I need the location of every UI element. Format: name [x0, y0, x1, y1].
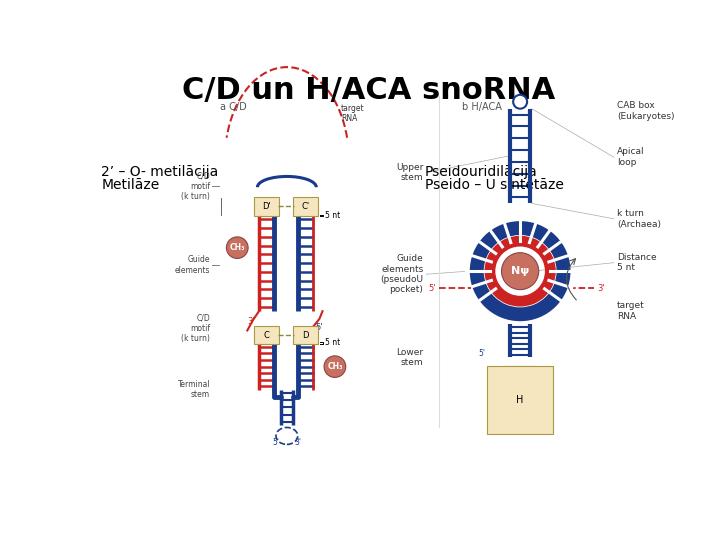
Text: a C/D: a C/D [220, 102, 247, 112]
Text: target
RNA: target RNA [341, 104, 365, 123]
Text: 3': 3' [294, 437, 302, 447]
Text: Nψ: Nψ [511, 266, 529, 276]
Text: D: D [302, 330, 309, 340]
Text: 5 nt: 5 nt [325, 338, 340, 347]
Text: k turn
(Archaea): k turn (Archaea) [617, 209, 661, 228]
Text: ACA: ACA [511, 369, 528, 378]
Circle shape [324, 356, 346, 377]
Text: 5': 5' [478, 349, 485, 358]
FancyBboxPatch shape [293, 197, 318, 215]
Text: CH₃: CH₃ [327, 362, 343, 371]
Text: Pseido – U sintetāze: Pseido – U sintetāze [425, 178, 564, 192]
Text: Guide
elements: Guide elements [175, 255, 210, 275]
Text: C/D
motif
(k turn): C/D motif (k turn) [181, 313, 210, 343]
Text: D': D' [262, 202, 271, 211]
Text: Metilāze: Metilāze [101, 178, 159, 192]
Text: 3': 3' [597, 284, 605, 293]
Text: Upper
stem: Upper stem [396, 163, 423, 183]
Text: 3': 3' [248, 318, 255, 326]
Text: CH₃: CH₃ [230, 243, 245, 252]
Circle shape [502, 253, 539, 289]
FancyBboxPatch shape [504, 366, 536, 381]
Circle shape [513, 95, 527, 109]
Text: Guide
elements
(pseudoU
pocket): Guide elements (pseudoU pocket) [380, 254, 423, 294]
Text: b H/ACA: b H/ACA [462, 102, 502, 112]
Text: 2’ – O- metilācija: 2’ – O- metilācija [101, 165, 218, 179]
Text: CAB box
(Eukaryotes): CAB box (Eukaryotes) [617, 102, 675, 121]
Text: Apical
loop: Apical loop [617, 147, 644, 167]
FancyBboxPatch shape [293, 326, 318, 345]
Text: 5': 5' [272, 437, 279, 447]
Text: Distance
5 nt: Distance 5 nt [617, 253, 657, 272]
Text: C: C [264, 330, 269, 340]
Text: C/D un H/ACA snoRNA: C/D un H/ACA snoRNA [182, 76, 556, 105]
Text: C': C' [302, 202, 310, 211]
Text: Pseidouridilācija: Pseidouridilācija [425, 165, 538, 179]
Text: C/D
motif
(k turn): C/D motif (k turn) [181, 172, 210, 201]
Text: 3': 3' [539, 369, 546, 378]
Text: target
RNA: target RNA [617, 301, 644, 321]
FancyBboxPatch shape [254, 197, 279, 215]
Text: 5': 5' [428, 284, 436, 293]
Text: Terminal
stem: Terminal stem [178, 380, 210, 400]
Text: H: H [516, 395, 524, 405]
Text: Lower
stem: Lower stem [396, 348, 423, 367]
Text: 5': 5' [315, 323, 323, 332]
FancyBboxPatch shape [254, 326, 279, 345]
Circle shape [226, 237, 248, 259]
Text: 5 nt: 5 nt [325, 211, 340, 220]
